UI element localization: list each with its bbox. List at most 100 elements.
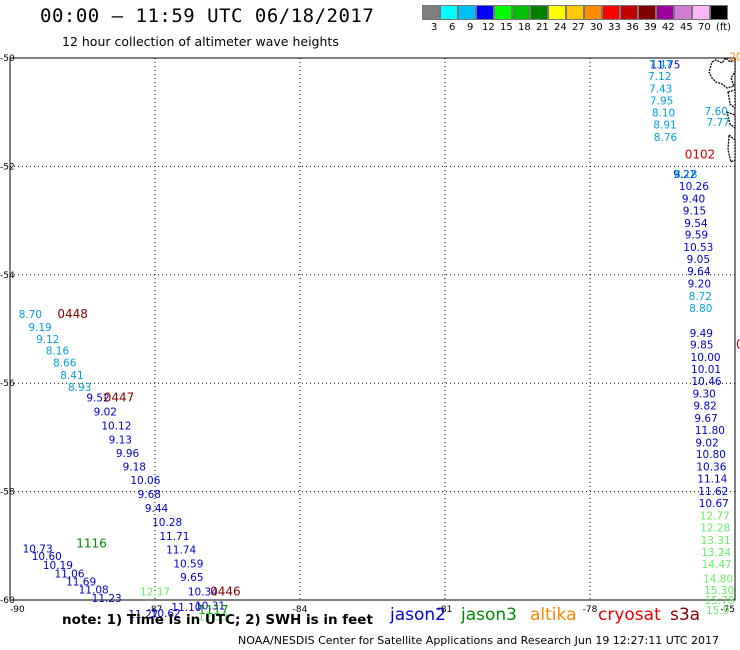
wave-height-label: 8.18 (674, 169, 697, 181)
scale-label: 30 (590, 22, 603, 33)
scale-label: 18 (518, 22, 531, 33)
wave-height-label: 10.62 (151, 608, 181, 620)
wave-height-label: 9.15 (683, 205, 706, 217)
scale-label: 9 (467, 22, 474, 33)
pass-time-label: 0102 (685, 147, 716, 161)
scale-swatch (476, 5, 494, 20)
wave-height-label: 9.02 (695, 437, 718, 449)
wave-height-label: 13.24 (701, 547, 731, 559)
wave-height-label: 11.08 (79, 585, 109, 597)
y-tick-label: -60 (0, 596, 15, 606)
scale-label: 33 (608, 22, 621, 33)
wave-height-label: 11.74 (166, 545, 196, 557)
wave-height-label: 10.73 (23, 544, 53, 556)
wave-height-label: 11.62 (698, 486, 728, 498)
wave-height-label: 10.67 (699, 498, 729, 510)
wave-height-label: 10.53 (683, 242, 713, 254)
legend-s3a: s3a (670, 605, 701, 625)
wave-height-label: 10.19 (43, 560, 73, 572)
wave-height-label: 11.80 (695, 425, 725, 437)
wave-height-label: 10.06 (130, 475, 160, 487)
wave-height-label: 9.12 (36, 334, 59, 346)
legend-jason2: jason2 (390, 605, 446, 625)
wave-height-label: 11.27 (128, 609, 158, 621)
wave-height-label: 10.31 (195, 600, 225, 612)
scale-swatch (638, 5, 656, 20)
scale-swatch (512, 5, 530, 20)
wave-height-label: 7.77 (706, 117, 729, 129)
coastline (708, 57, 736, 163)
wave-height-label: 8.72 (689, 291, 712, 303)
wave-height-label: 15.78 (705, 595, 735, 607)
wave-height-label: 8.93 (68, 382, 91, 394)
wave-height-label: 10.60 (32, 551, 62, 563)
wave-height-label: 10.26 (679, 181, 709, 193)
wave-height-label: 9.13 (109, 435, 132, 447)
wave-height-label: 9.85 (690, 340, 713, 352)
wave-height-label: 9.02 (94, 406, 117, 418)
scale-label: 15 (500, 22, 513, 33)
wave-height-label: 12.33 (198, 611, 228, 623)
scale-label: 27 (572, 22, 585, 33)
scale-swatch (458, 5, 476, 20)
y-tick-label: -54 (0, 271, 15, 281)
scale-swatch (422, 5, 440, 20)
scale-label: 21 (536, 22, 549, 33)
wave-height-label: 9.67 (694, 413, 717, 425)
wave-height-label: 9.19 (28, 322, 51, 334)
wave-height-label: 12.77 (700, 510, 730, 522)
units-note: note: 1) Time is in UTC; 2) SWH is in fe… (62, 612, 373, 628)
chart-subtitle: 12 hour collection of altimeter wave hei… (62, 34, 339, 49)
wave-height-label: 10.80 (696, 449, 726, 461)
wave-height-label: 10.01 (691, 364, 721, 376)
wave-height-label: 14.80 (703, 573, 733, 585)
wave-height-label: 9.30 (692, 388, 715, 400)
wave-height-label: 15.30 (704, 585, 734, 597)
scale-swatch (530, 5, 548, 20)
scale-swatch (494, 5, 512, 20)
scale-swatch (692, 5, 710, 20)
pass-time-label: 0446 (210, 584, 241, 598)
scale-label: 3 (431, 22, 438, 33)
pass-time-label: 0447 (104, 390, 135, 404)
wave-height-label: 14.47 (702, 559, 732, 571)
legend-jason3: jason3 (461, 605, 517, 625)
wave-height-label: 11.14 (697, 474, 727, 486)
wave-height-label: 9.49 (690, 328, 713, 340)
wave-height-label: 11.10 (171, 602, 201, 614)
wave-height-label: 8.66 (53, 358, 77, 370)
wave-height-label: 8.10 (652, 108, 675, 120)
wave-height-label: 11.69 (66, 577, 96, 589)
x-tick-label: -90 (10, 605, 25, 615)
wave-height-label: 8.41 (60, 370, 83, 382)
wave-height-label: 12.17 (140, 586, 170, 598)
wave-height-label: 11.71 (159, 531, 189, 543)
scale-swatch (584, 5, 602, 20)
wave-height-label: 10.28 (152, 517, 182, 529)
wave-height-label: 11.75 (650, 60, 680, 72)
pass-time-label: 1116 (76, 537, 107, 551)
wave-height-label: 9.65 (180, 572, 203, 584)
wave-height-label: 10.34 (188, 586, 218, 598)
wave-height-label: 8.80 (689, 303, 712, 315)
wave-height-label: 20.05 (729, 51, 740, 63)
wave-height-label: 15.9 (706, 605, 729, 617)
wave-height-label: 9.54 (684, 218, 708, 230)
scale-swatch (710, 5, 728, 20)
scale-swatch (440, 5, 458, 20)
legend-cryosat: cryosat (598, 605, 661, 625)
plot-frame (9, 57, 736, 601)
scale-label: 24 (554, 22, 567, 33)
scale-swatch (602, 5, 620, 20)
wave-height-label: 7.60 (705, 106, 728, 118)
wave-height-label: 8.16 (46, 346, 70, 358)
y-tick-label: -56 (0, 379, 15, 389)
wave-height-label: 9.18 (123, 462, 146, 474)
x-tick-label: -75 (720, 605, 735, 615)
pass-time-label: 1117 (198, 603, 229, 617)
scale-swatch (674, 5, 692, 20)
y-tick-label: -58 (0, 488, 15, 498)
wave-height-label: 12.28 (700, 522, 730, 534)
wave-height-label: 9.44 (145, 503, 169, 515)
